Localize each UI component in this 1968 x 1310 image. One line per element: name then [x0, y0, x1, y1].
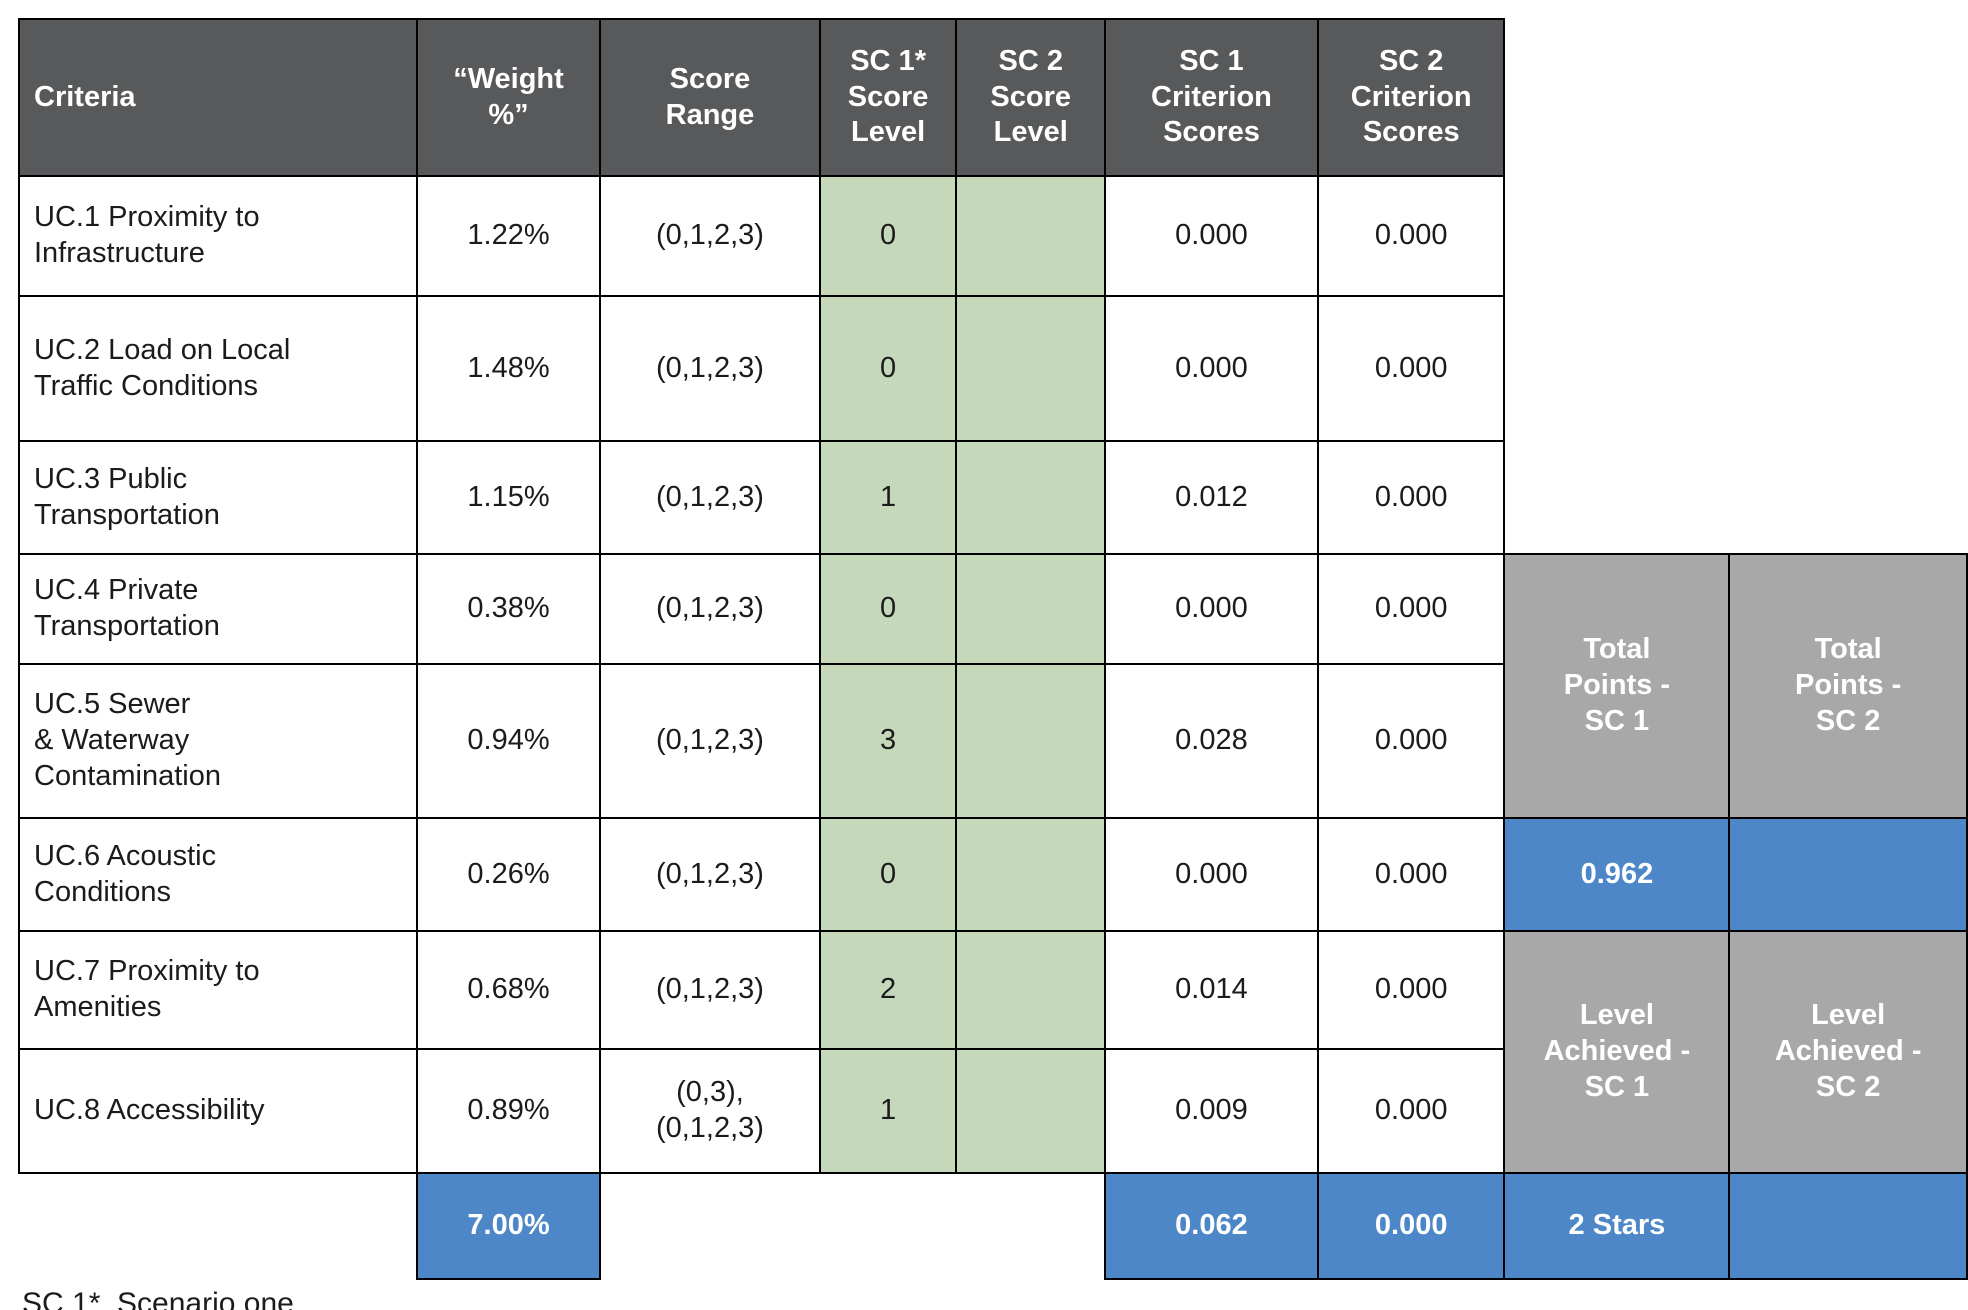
cell-sc1-level: 1 [818, 440, 958, 555]
total-sc2-score-cell: 0.000 [1316, 1172, 1506, 1280]
spacer-cell [19, 1173, 417, 1279]
spacer-cell [820, 1173, 957, 1279]
header-cell-criteria: Criteria [18, 18, 418, 177]
cell-sc2-score: 0.000 [1316, 817, 1506, 932]
totals-row: 7.00% 0.062 0.000 2 Stars [19, 1172, 1968, 1280]
spacer-cell [1504, 441, 1729, 554]
spacer-cell [1504, 176, 1729, 296]
header-cell-sc2-score-level: SC 2 Score Level [955, 18, 1106, 177]
cell-score-range: (0,1,2,3) [599, 553, 821, 665]
table-row-uc4: UC.4 Private Transportation 0.38% (0,1,2… [18, 553, 1968, 819]
cell-criteria: UC.6 Acoustic Conditions [18, 817, 418, 932]
cell-weight: 0.68% [415, 930, 602, 1050]
cell-criteria: UC.2 Load on Local Traffic Conditions [18, 295, 418, 442]
header-cell-score-range: Score Range [599, 18, 821, 177]
cell-score-range: (0,1,2,3) [599, 663, 821, 819]
cell-sc1-score: 0.000 [1103, 553, 1319, 665]
cell-sc1-level: 0 [818, 175, 958, 297]
cell-sc2-score: 0.000 [1316, 1048, 1506, 1174]
table-row-uc8: UC.8 Accessibility 0.89% (0,3), (0,1,2,3… [18, 1048, 1967, 1174]
cell-criteria: UC.7 Proximity to Amenities [18, 930, 418, 1050]
level-achieved-sc1-value: 2 Stars [1503, 1172, 1731, 1280]
total-points-sc1-value: 0.962 [1503, 817, 1731, 932]
cell-sc1-level: 0 [818, 295, 958, 442]
cell-sc2-score: 0.000 [1316, 930, 1506, 1050]
cell-sc2-score: 0.000 [1316, 440, 1506, 555]
table-row-uc1: UC.1 Proximity to Infrastructure 1.22% (… [18, 175, 1967, 297]
cell-sc1-score: 0.000 [1103, 295, 1319, 442]
spacer-cell [956, 1173, 1105, 1279]
cell-score-range: (0,1,2,3) [599, 440, 821, 555]
cell-criteria: UC.4 Private Transportation [18, 553, 418, 665]
level-achieved-sc2-header: Level Achieved - SC 2 [1728, 930, 1968, 1174]
spacer-cell [1729, 19, 1967, 176]
spacer-cell [600, 1173, 820, 1279]
cell-score-range: (0,1,2,3) [599, 930, 821, 1050]
cell-sc1-level: 0 [818, 553, 958, 665]
spacer-cell [1504, 19, 1729, 176]
table-row-uc3: UC.3 Public Transportation 1.15% (0,1,2,… [18, 440, 1967, 555]
header-cell-sc1-criterion-scores: SC 1 Criterion Scores [1103, 18, 1319, 177]
cell-sc2-score: 0.000 [1316, 295, 1506, 442]
table-row-uc6: UC.6 Acoustic Conditions 0.26% (0,1,2,3)… [18, 817, 1968, 932]
cell-sc1-score: 0.014 [1103, 930, 1319, 1050]
header-cell-weight: “Weight %” [415, 18, 602, 177]
cell-weight: 0.94% [415, 663, 602, 819]
cell-sc1-level: 0 [818, 817, 958, 932]
cell-sc2-level [955, 553, 1106, 665]
cell-weight: 1.15% [415, 440, 602, 555]
spacer-cell [1729, 176, 1967, 296]
cell-sc2-level [955, 1048, 1106, 1174]
cell-sc1-score: 0.012 [1103, 440, 1319, 555]
cell-score-range: (0,1,2,3) [599, 175, 821, 297]
cell-criteria: UC.5 Sewer & Waterway Contamination [18, 663, 418, 819]
header-cell-sc2-criterion-scores: SC 2 Criterion Scores [1316, 18, 1506, 177]
header-cell-sc1-score-level: SC 1* Score Level [818, 18, 958, 177]
total-weight-cell: 7.00% [415, 1172, 602, 1280]
cell-sc2-level [955, 930, 1106, 1050]
total-points-sc1-header: Total Points - SC 1 [1503, 553, 1731, 819]
cell-weight: 1.22% [415, 175, 602, 297]
cell-score-range: (0,3), (0,1,2,3) [599, 1048, 821, 1174]
cell-weight: 1.48% [415, 295, 602, 442]
cell-sc2-level [955, 440, 1106, 555]
cell-score-range: (0,1,2,3) [599, 817, 821, 932]
level-achieved-sc2-value [1728, 1172, 1968, 1280]
cell-sc1-level: 3 [818, 663, 958, 819]
spacer-cell [1504, 296, 1729, 441]
total-points-sc2-header: Total Points - SC 2 [1728, 553, 1968, 819]
criteria-scoring-table: Criteria “Weight %” Score Range SC 1* Sc… [18, 18, 1968, 1280]
cell-sc2-score: 0.000 [1316, 553, 1506, 665]
cell-sc1-score: 0.028 [1103, 663, 1319, 819]
cell-sc2-level [955, 175, 1106, 297]
cell-sc1-level: 2 [818, 930, 958, 1050]
cell-score-range: (0,1,2,3) [599, 295, 821, 442]
cell-criteria: UC.3 Public Transportation [18, 440, 418, 555]
cell-sc1-score: 0.000 [1103, 175, 1319, 297]
table-row-uc7: UC.7 Proximity to Amenities 0.68% (0,1,2… [18, 930, 1968, 1174]
cell-sc1-score: 0.000 [1103, 817, 1319, 932]
scenario-footnote: SC 1* Scenario one [22, 1287, 294, 1310]
cell-weight: 0.38% [415, 553, 602, 665]
cell-sc2-score: 0.000 [1316, 175, 1506, 297]
cell-weight: 0.26% [415, 817, 602, 932]
cell-criteria: UC.8 Accessibility [18, 1048, 418, 1174]
header-row: Criteria “Weight %” Score Range SC 1* Sc… [18, 18, 1967, 177]
cell-criteria: UC.1 Proximity to Infrastructure [18, 175, 418, 297]
level-achieved-sc1-header: Level Achieved - SC 1 [1503, 930, 1731, 1174]
cell-sc1-score: 0.009 [1103, 1048, 1319, 1174]
total-sc1-score-cell: 0.062 [1103, 1172, 1319, 1280]
cell-sc1-level: 1 [818, 1048, 958, 1174]
cell-sc2-level [955, 295, 1106, 442]
cell-sc2-level [955, 663, 1106, 819]
cell-sc2-score: 0.000 [1316, 663, 1506, 819]
cell-sc2-level [955, 817, 1106, 932]
spacer-cell [1729, 441, 1967, 554]
cell-weight: 0.89% [415, 1048, 602, 1174]
table-row-uc2: UC.2 Load on Local Traffic Conditions 1.… [18, 295, 1967, 442]
total-points-sc2-value [1728, 817, 1968, 932]
table-row-uc5: UC.5 Sewer & Waterway Contamination 0.94… [18, 663, 1967, 819]
spacer-cell [1729, 296, 1967, 441]
